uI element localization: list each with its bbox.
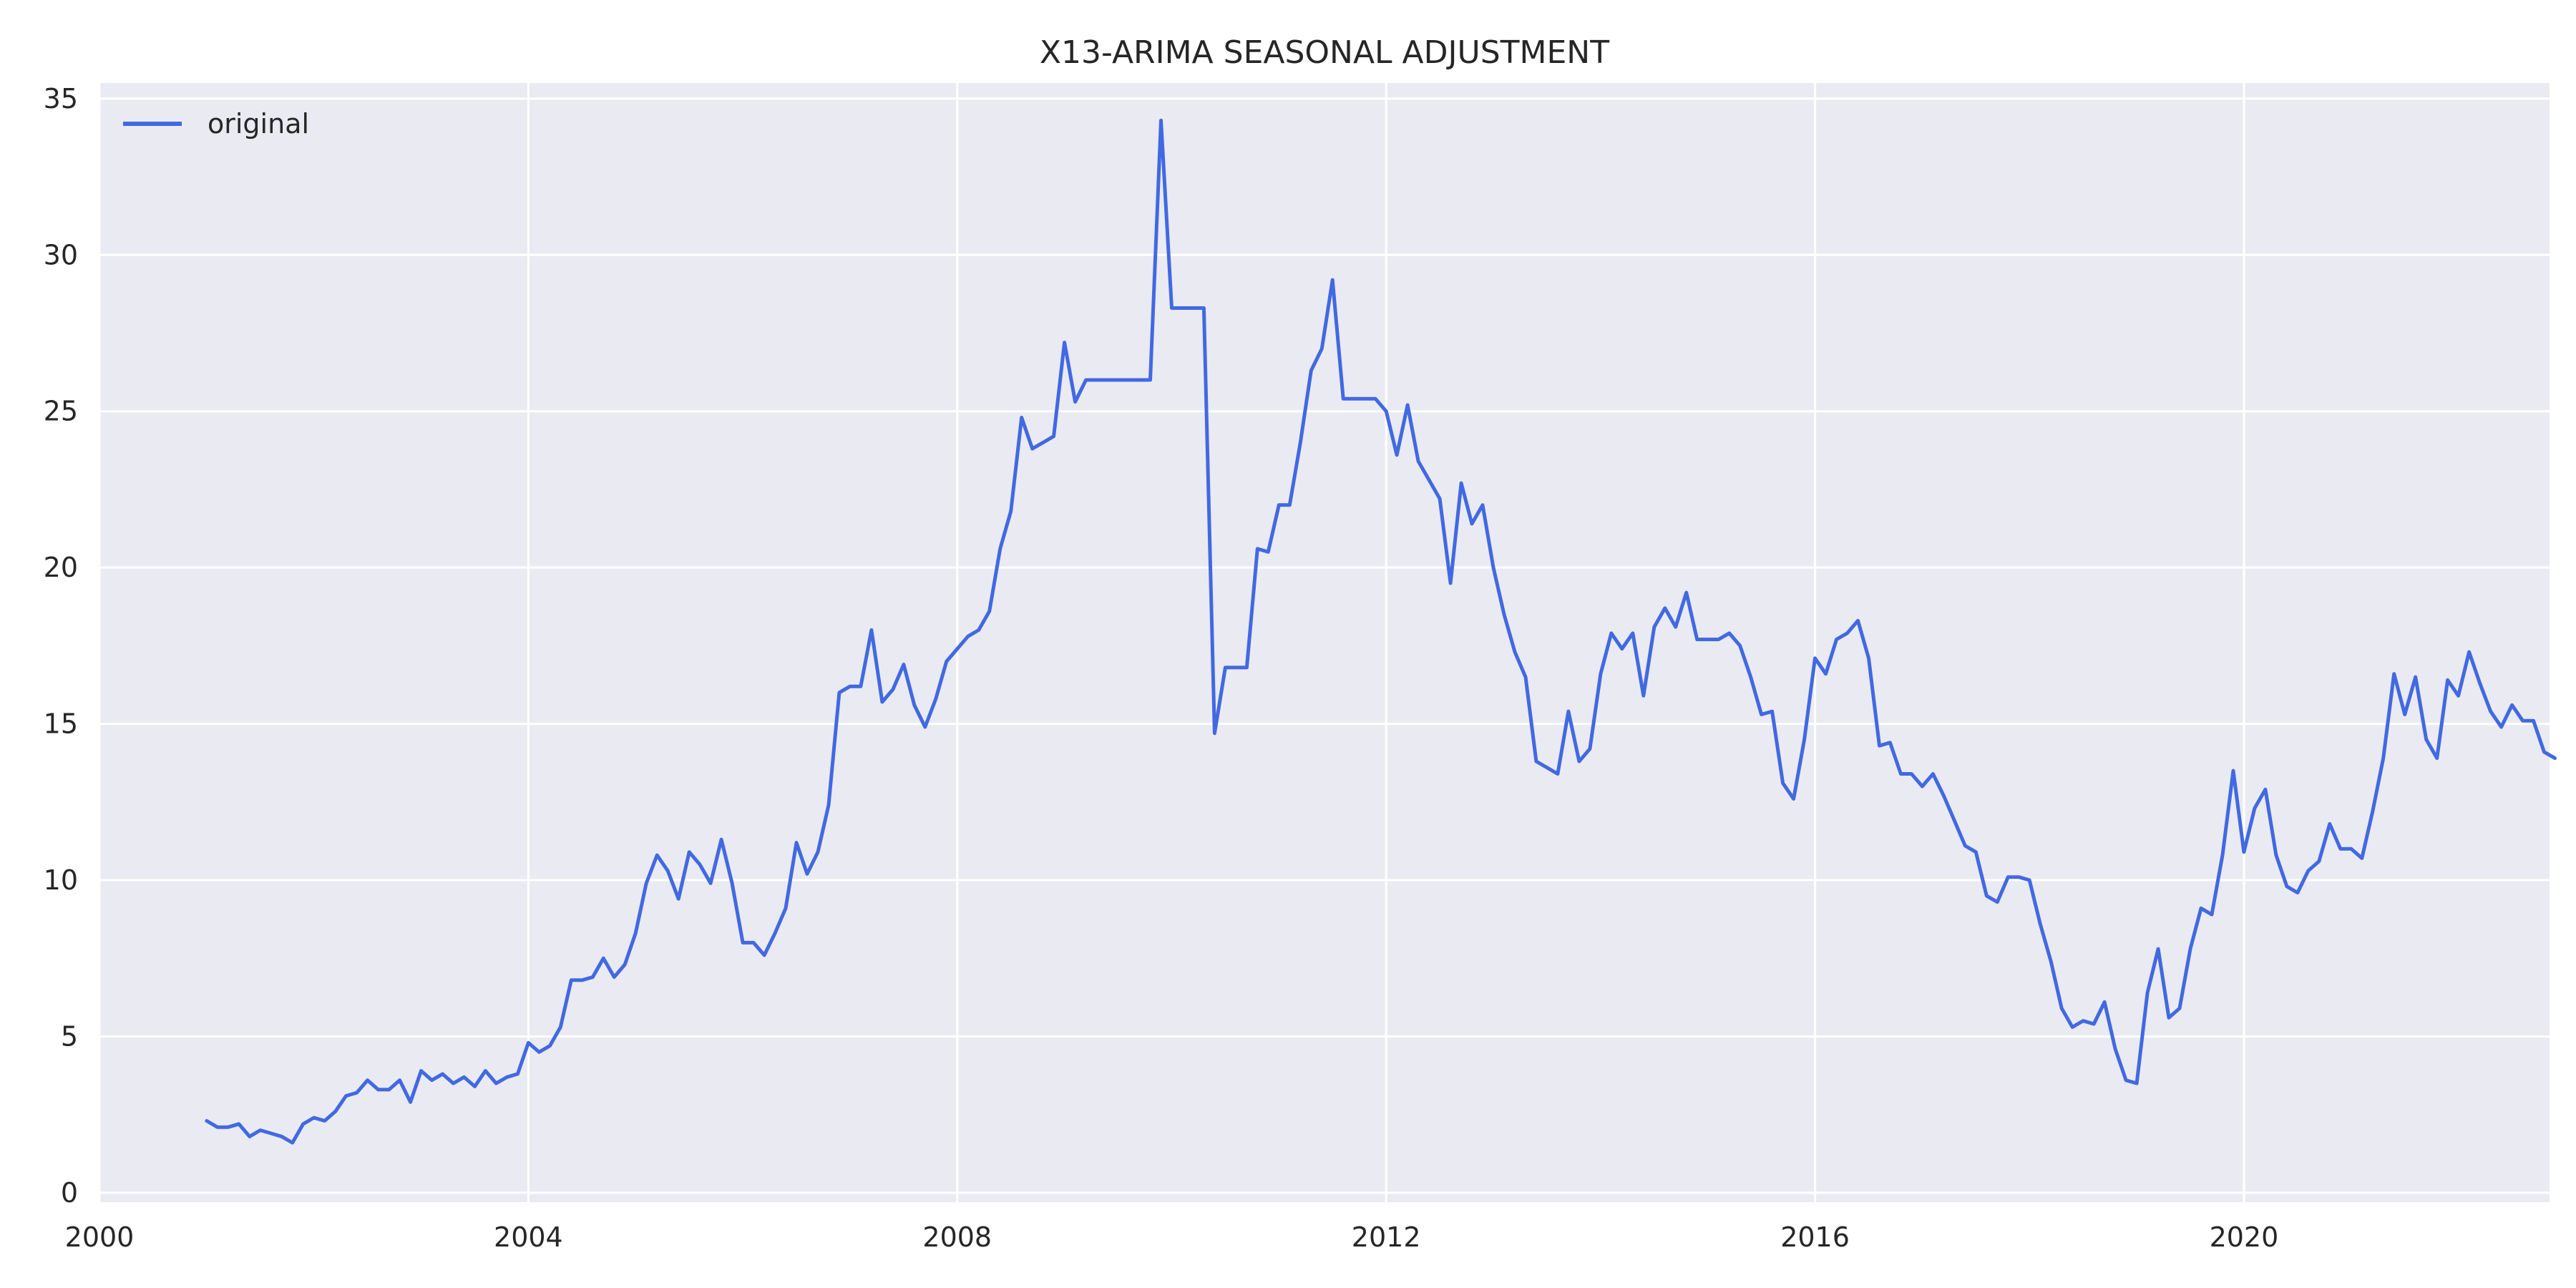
y-tick-label-6: 30 [44, 239, 78, 270]
y-tick-label-3: 15 [44, 708, 78, 740]
y-tick-label-0: 0 [61, 1177, 78, 1209]
y-tick-label-2: 10 [44, 864, 78, 896]
plot-area [99, 83, 2550, 1202]
x-tick-label-1: 2004 [494, 1221, 563, 1253]
chart-title: X13-ARIMA SEASONAL ADJUSTMENT [1040, 34, 1609, 71]
x-tick-label-0: 2000 [65, 1221, 135, 1253]
x-tick-label-3: 2012 [1352, 1221, 1421, 1253]
series-layer [205, 118, 2557, 1145]
legend-label-0: original [208, 108, 309, 140]
y-tick-label-5: 25 [44, 396, 78, 427]
x-tick-label-4: 2016 [1780, 1221, 1850, 1253]
legend: original [123, 108, 309, 140]
y-tick-label-7: 35 [44, 83, 78, 114]
y-tick-label-4: 20 [44, 552, 78, 583]
grid [98, 83, 2550, 1202]
y-tick-labels: 0 5 10 15 20 25 30 35 [44, 83, 78, 1209]
y-tick-label-1: 5 [61, 1020, 78, 1052]
x-tick-label-2: 2008 [922, 1221, 992, 1253]
x-tick-labels: 2000 2004 2008 2012 2016 2020 [65, 1221, 2279, 1253]
x-tick-label-5: 2020 [2210, 1221, 2279, 1253]
series-line-original [205, 118, 2557, 1145]
